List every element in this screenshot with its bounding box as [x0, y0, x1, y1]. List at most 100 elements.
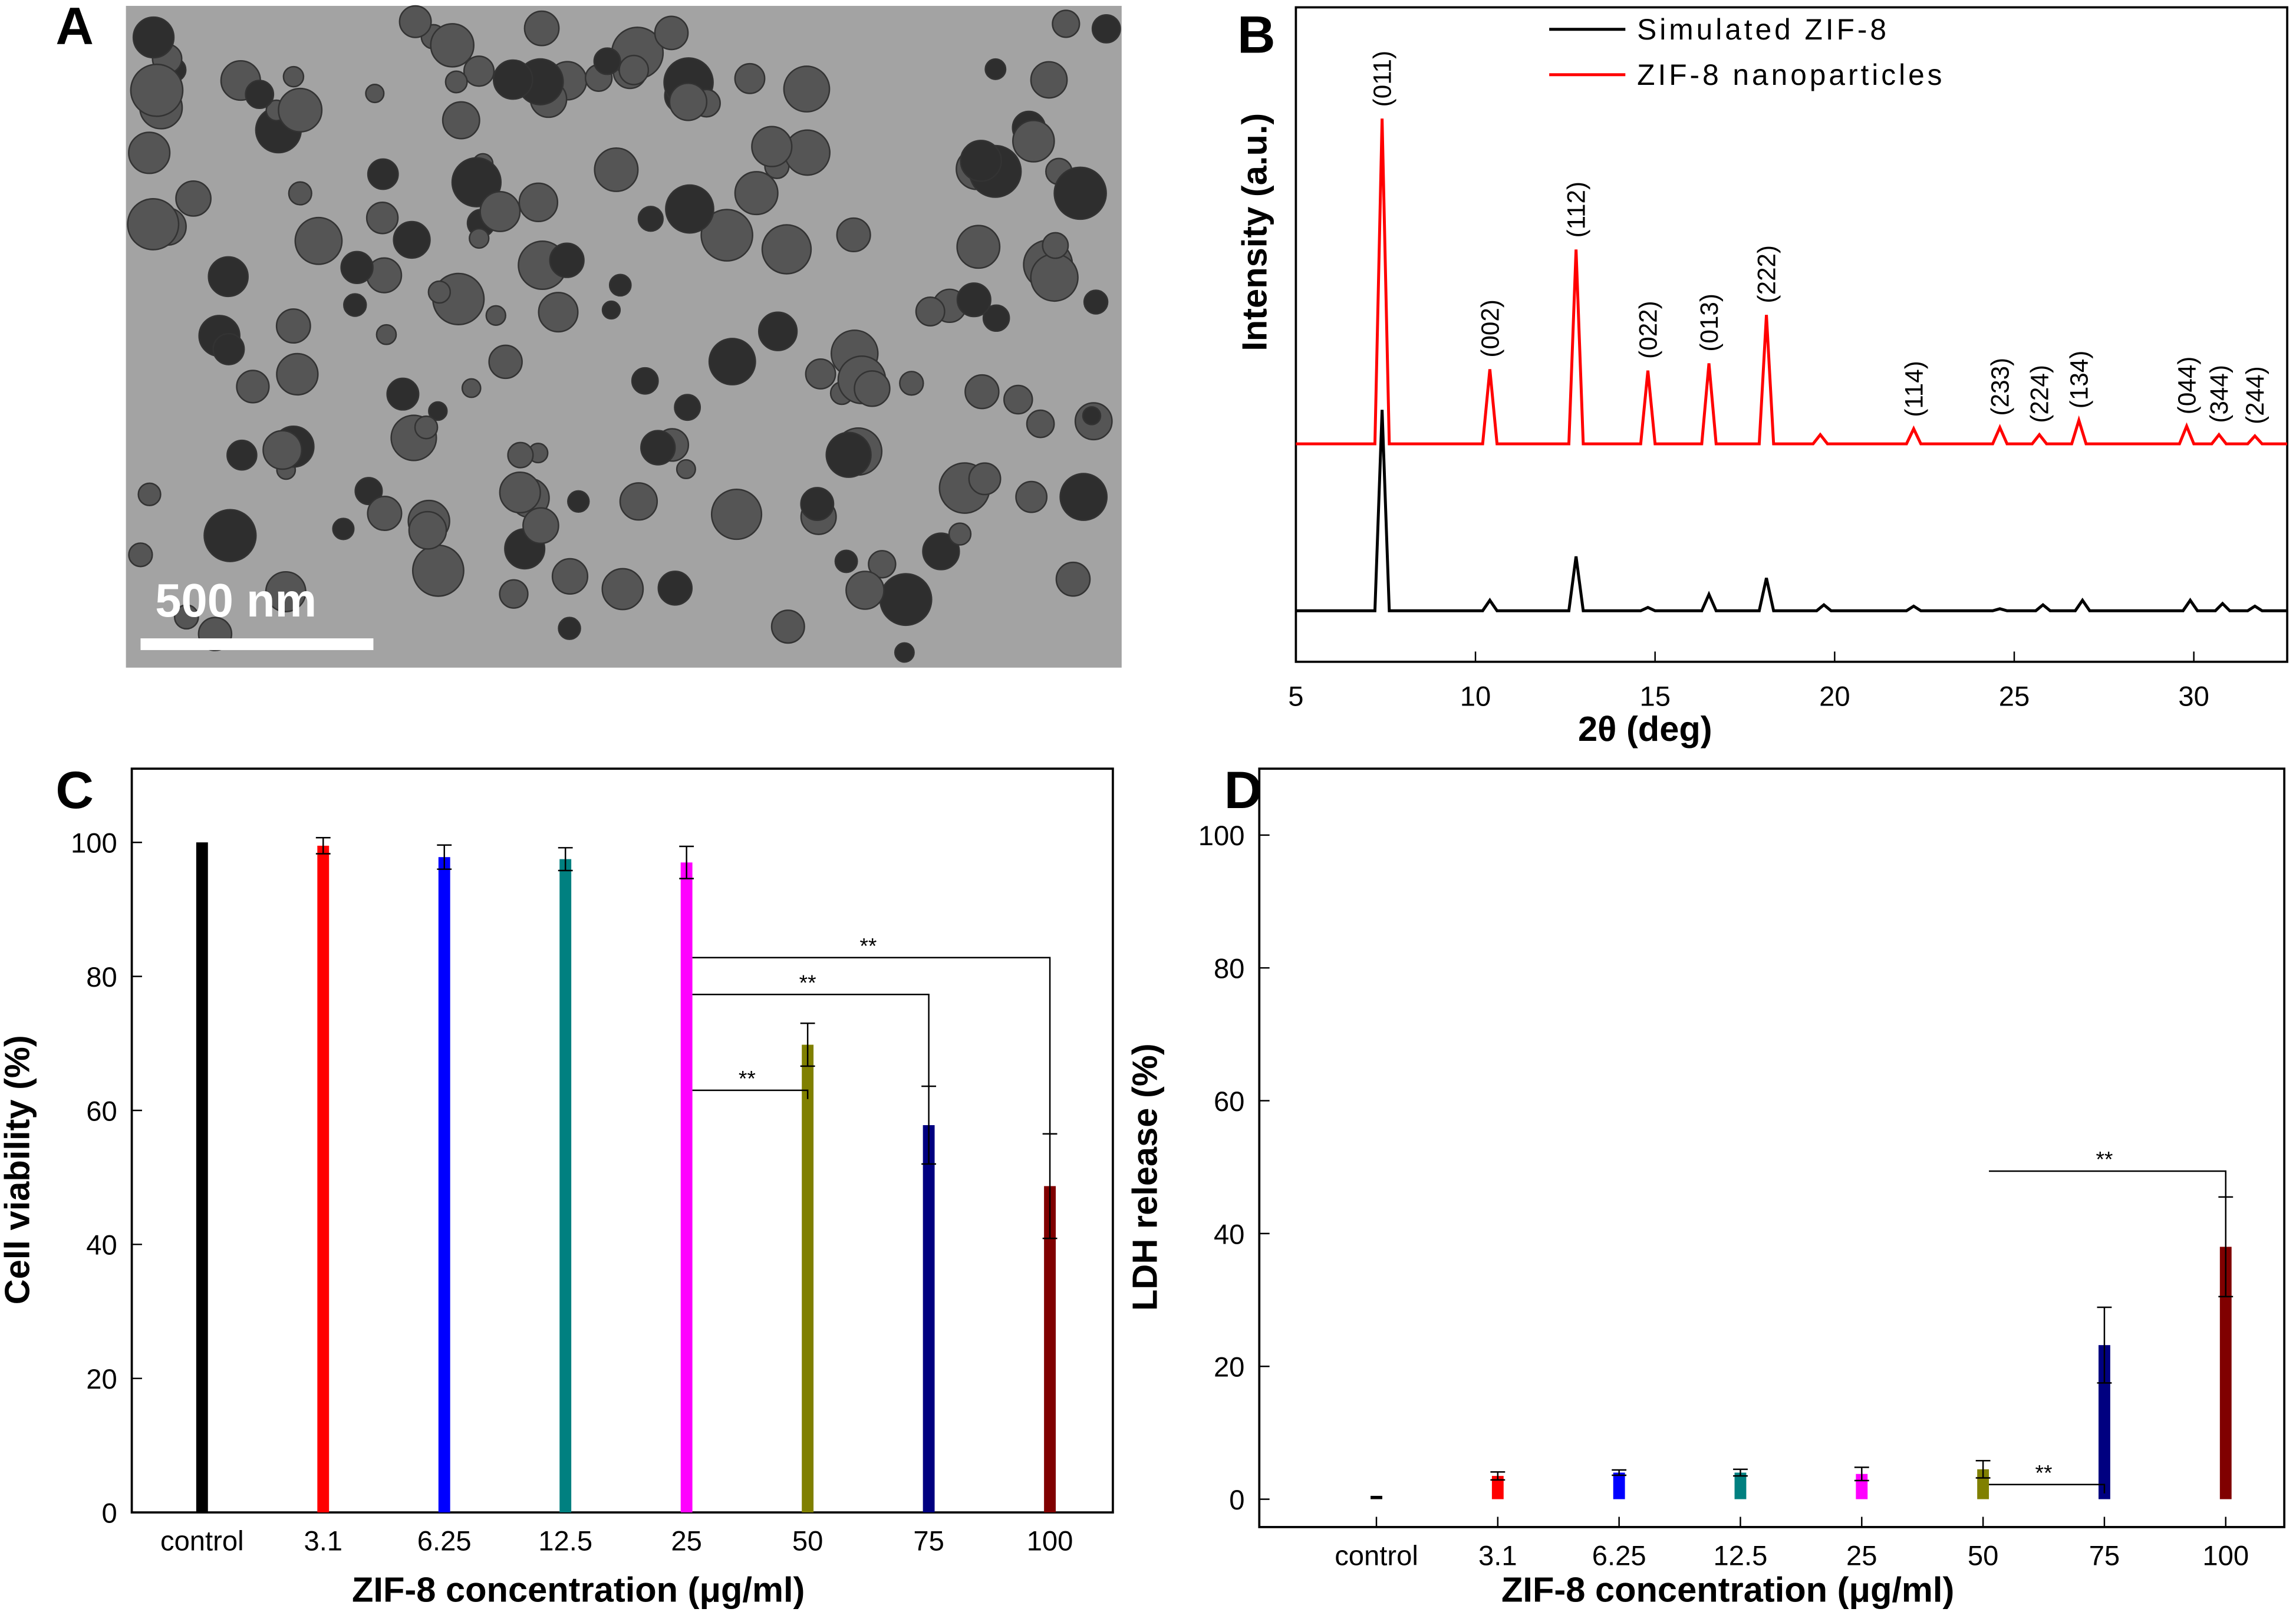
x-tick-label: 100: [2202, 1540, 2249, 1571]
particle: [463, 55, 495, 87]
peak-label: (002): [1476, 299, 1504, 358]
data-line: [1296, 410, 2288, 612]
bar: [802, 1044, 814, 1513]
x-tick-label: 50: [1968, 1540, 1999, 1571]
particle: [982, 304, 1010, 332]
peak-label: (134): [2066, 351, 2093, 409]
bar: [1044, 1186, 1056, 1513]
particle: [674, 394, 701, 421]
particle: [275, 308, 311, 344]
peak-label: (233): [1987, 358, 2014, 416]
significance-bracket: [1989, 1170, 2227, 1197]
y-axis-title: Cell viability (%): [0, 1035, 37, 1304]
y-tick-label: 60: [86, 1096, 117, 1127]
particle: [367, 496, 403, 532]
x-tick-label: 10: [1460, 681, 1491, 712]
error-bar: [558, 847, 573, 872]
significance-label: **: [739, 1066, 756, 1090]
bar: [196, 842, 208, 1513]
particle: [367, 158, 399, 190]
particle: [1052, 9, 1081, 38]
particle: [915, 296, 946, 327]
particle: [375, 324, 397, 345]
particle: [805, 358, 836, 390]
particle: [1053, 166, 1107, 220]
particle: [430, 23, 475, 68]
y-tick-label: 0: [1229, 1485, 1244, 1516]
particle: [964, 374, 1000, 410]
x-tick-label: 75: [913, 1526, 944, 1557]
peak-label: (344): [2205, 365, 2233, 423]
particle: [594, 147, 639, 192]
particle: [1030, 253, 1079, 302]
error-bar: [1975, 1459, 1991, 1479]
particle: [770, 609, 805, 644]
x-tick-label: 25: [671, 1526, 702, 1557]
particle: [282, 65, 305, 88]
particle: [710, 489, 763, 540]
particle: [1055, 561, 1091, 597]
particle: [640, 430, 676, 466]
particle: [631, 367, 659, 395]
peak-label: (114): [1900, 361, 1928, 417]
particle: [654, 15, 689, 51]
particle: [499, 471, 541, 514]
particle: [393, 220, 431, 259]
particle: [757, 311, 798, 351]
peak-label: (222): [1753, 245, 1780, 304]
y-tick-label: 20: [1214, 1352, 1245, 1383]
error-bar: [315, 837, 331, 855]
x-tick-label: 12.5: [538, 1526, 592, 1557]
particle: [442, 101, 480, 140]
panel-label: D: [1224, 760, 1263, 819]
particle: [411, 544, 465, 597]
error-bar: [2097, 1306, 2112, 1384]
x-tick-label: 6.25: [1592, 1540, 1646, 1571]
data-line: [1296, 118, 2288, 446]
particle: [601, 300, 621, 320]
particle: [212, 332, 245, 365]
particle: [365, 84, 385, 104]
particle: [567, 490, 590, 513]
particle: [132, 16, 175, 59]
error-bar: [679, 845, 694, 879]
particle: [386, 377, 420, 411]
particle: [444, 70, 468, 94]
particle: [956, 282, 991, 318]
particle: [518, 182, 559, 223]
particle: [956, 225, 1001, 269]
particle: [1083, 289, 1109, 315]
peak-label: (011): [1369, 51, 1396, 107]
particle: [608, 273, 632, 297]
particle: [558, 617, 581, 640]
particle: [428, 401, 448, 421]
particle: [984, 58, 1007, 80]
particle: [948, 522, 972, 546]
x-axis-title: 2θ (deg): [1578, 709, 1712, 749]
x-tick-label: 12.5: [1714, 1540, 1768, 1571]
y-tick-label: 40: [86, 1230, 117, 1261]
particle: [137, 482, 162, 506]
particle: [523, 10, 560, 47]
error-bar: [437, 844, 452, 870]
particle: [922, 532, 960, 571]
y-tick-label: 20: [86, 1364, 117, 1395]
particle: [734, 171, 779, 216]
particle: [637, 206, 664, 232]
particle: [278, 87, 323, 133]
bar: [438, 857, 450, 1513]
particle: [226, 439, 258, 471]
particle: [203, 509, 257, 562]
particle: [130, 63, 184, 117]
particle: [408, 510, 447, 550]
particle: [1091, 14, 1121, 44]
particle: [127, 197, 180, 250]
peak-label: (224): [2026, 365, 2054, 423]
significance-bracket: [692, 957, 1051, 1134]
particle: [340, 250, 374, 285]
particle: [834, 549, 858, 573]
bar: [1371, 1495, 1382, 1499]
particle: [593, 47, 621, 75]
particle: [1082, 406, 1102, 426]
